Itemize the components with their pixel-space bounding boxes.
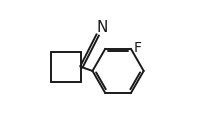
Text: N: N — [97, 20, 108, 35]
Text: F: F — [133, 41, 142, 55]
